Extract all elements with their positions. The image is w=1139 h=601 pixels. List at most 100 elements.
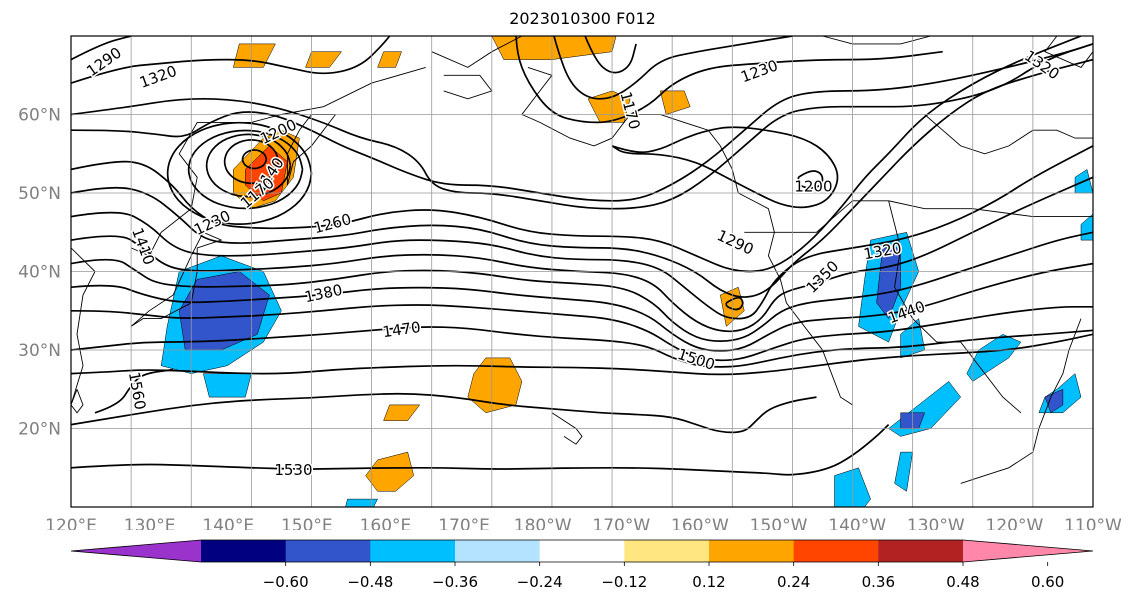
geopotential-contour <box>71 423 890 476</box>
coastline <box>443 74 493 100</box>
geopotential-contour <box>187 129 304 210</box>
anomaly-region <box>1080 213 1093 241</box>
anomaly-region <box>365 451 414 492</box>
colorbar-segment <box>370 540 456 562</box>
coastline <box>744 200 1093 233</box>
geopotential-contour <box>205 133 292 198</box>
geopotential-contour <box>515 36 943 124</box>
coastline <box>71 389 84 414</box>
coastline <box>521 66 853 406</box>
colorbar-segment <box>201 540 287 562</box>
colorbar-tick-label: 0.36 <box>862 573 895 591</box>
coastline <box>71 247 96 406</box>
colorbar-tick-label: 0.24 <box>777 573 810 591</box>
anomaly-region <box>377 51 402 68</box>
contour-label: 1410 <box>128 225 158 267</box>
colorbar-tick-label: −0.12 <box>601 573 647 591</box>
colorbar-segment <box>455 540 541 562</box>
geopotential-contour <box>94 368 174 414</box>
contour-label: 1530 <box>274 461 312 479</box>
lon-tick-label: 130°W <box>907 516 965 530</box>
geopotential-contour <box>611 126 839 209</box>
geopotential-contour <box>71 58 1093 298</box>
lat-tick-label: 40°N <box>18 263 61 283</box>
colorbar-tick-label: −0.24 <box>517 573 563 591</box>
coastline <box>431 36 523 68</box>
geopotential-contour <box>71 262 1093 352</box>
contour-label: 1320 <box>137 62 179 92</box>
contour-label: 1260 <box>312 210 354 237</box>
contour-label: 1560 <box>125 370 149 411</box>
colorbar-tick-label: 0.60 <box>1031 573 1064 591</box>
anomaly-region <box>345 498 379 507</box>
colorbar-segment <box>878 540 964 562</box>
geopotential-contour <box>241 149 268 170</box>
colorbar-tick-label: −0.48 <box>347 573 393 591</box>
geopotential-contour <box>797 170 824 189</box>
geopotential-contour <box>71 43 1093 202</box>
lat-tick-label: 20°N <box>18 420 61 440</box>
colorbar-segment <box>793 540 879 562</box>
coastline <box>924 114 1093 155</box>
map-layers: 1290 132012001140117012301410126013801470… <box>71 36 1093 507</box>
colorbar-tick-label: −0.60 <box>263 573 309 591</box>
coastline <box>1044 36 1093 68</box>
anomaly-region <box>659 90 691 115</box>
lon-tick-label: 160°W <box>671 516 729 530</box>
lon-tick-label: 110°W <box>1064 516 1122 530</box>
colorbar-extend-low <box>71 540 201 562</box>
geopotential-contour <box>725 296 744 311</box>
gridlines <box>71 36 1093 507</box>
geopotential-contour <box>223 139 280 185</box>
lat-tick-label: 50°N <box>18 184 61 204</box>
colorbar-segment <box>285 540 371 562</box>
lon-tick-label: 150°E <box>281 516 333 530</box>
lon-tick-label: 130°E <box>124 516 176 530</box>
lon-tick-label: 120°E <box>45 516 97 530</box>
colorbar-extend-high <box>963 540 1093 562</box>
anomaly-region <box>383 404 421 421</box>
colorbar-segment <box>539 540 625 562</box>
map-frame <box>70 35 1094 508</box>
colorbar-segment <box>709 540 795 562</box>
contour-label: 1200 <box>794 178 832 196</box>
coastline <box>551 412 583 445</box>
anomaly-region <box>966 334 1022 382</box>
contour-label: 1470 <box>381 318 421 341</box>
geopotential-contour <box>71 333 1093 376</box>
anomaly-region <box>305 51 343 68</box>
anomaly-region <box>1044 388 1064 414</box>
anomaly-region <box>467 357 523 414</box>
anomaly-region <box>894 451 913 492</box>
colorbar-segment <box>624 540 710 562</box>
geopotential-contour <box>71 43 1093 210</box>
contour-label: 1290 <box>714 226 756 258</box>
anomaly-region <box>491 36 617 60</box>
lon-tick-label: 150°W <box>750 516 808 530</box>
geopotential-contour <box>71 231 1093 342</box>
map-plot: 1290 132012001140117012301410126013801470… <box>18 35 1122 530</box>
map-title: 2023010300 F012 <box>509 9 656 28</box>
colorbar-tick-label: −0.36 <box>432 573 478 591</box>
colorbar-tick-label: 0.48 <box>946 573 979 591</box>
geopotential-contour <box>553 36 793 100</box>
geopotential-contour <box>71 176 1093 333</box>
geopotential-contour <box>71 145 1093 320</box>
geopotential-contour <box>166 121 313 225</box>
contour-label: 1500 <box>675 345 717 374</box>
lon-tick-label: 140°E <box>202 516 254 530</box>
lon-tick-label: 180°W <box>514 516 572 530</box>
lat-tick-label: 30°N <box>18 341 61 361</box>
colorbar-outline <box>70 539 1094 563</box>
geopotential-contour <box>71 392 817 434</box>
lon-tick-label: 170°W <box>592 516 650 530</box>
colorbar-tick-label: 0.12 <box>692 573 725 591</box>
geopotential-contour <box>584 36 637 74</box>
coastline <box>130 231 223 327</box>
contour-label: 1380 <box>303 281 344 307</box>
geopotential-contour <box>71 304 1093 362</box>
lon-tick-label: 160°E <box>360 516 412 530</box>
geopotential-contour <box>71 36 1082 273</box>
geopotential-contour <box>71 36 132 61</box>
geopotential-contour <box>71 36 391 84</box>
